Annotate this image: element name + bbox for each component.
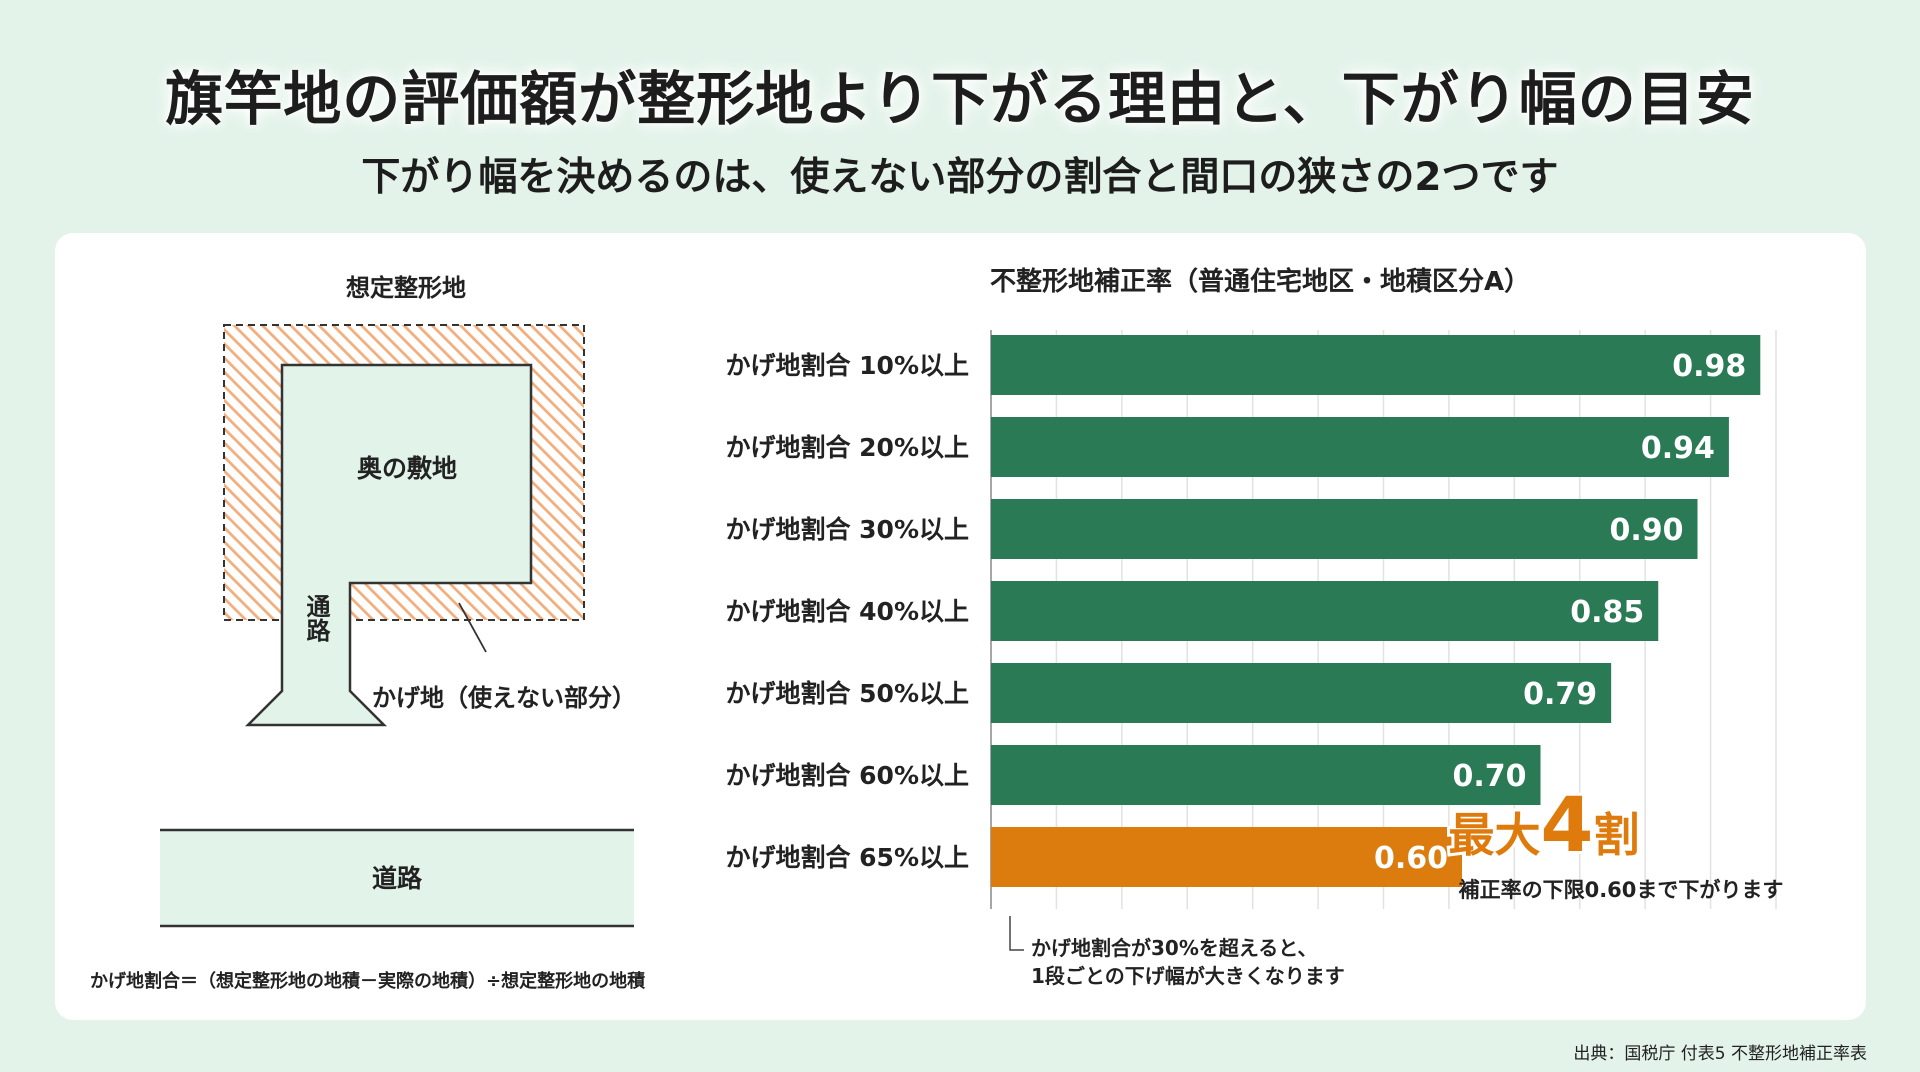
max-drop-callout: 最大4割 xyxy=(1449,780,1640,869)
value-label: 0.60 xyxy=(1374,841,1448,876)
value-label: 0.85 xyxy=(1570,595,1644,630)
category-label: かげ地割合 65%以上 xyxy=(725,843,969,872)
assumed-land-label: 想定整形地 xyxy=(346,274,466,302)
kage-leader-line xyxy=(458,602,487,653)
flag-lot-shape xyxy=(244,363,533,727)
category-label: かげ地割合 60%以上 xyxy=(725,761,969,790)
category-label: かげ地割合 50%以上 xyxy=(725,679,969,708)
category-label: かげ地割合 10%以上 xyxy=(725,351,969,380)
infographic-canvas: 想定整形地 奥の敷地 通路 かげ地（使えない部分） 道路 かげ地割合＝（想定整形… xyxy=(90,266,1783,992)
land-diagram: 想定整形地 奥の敷地 通路 かげ地（使えない部分） 道路 かげ地割合＝（想定整形… xyxy=(90,274,646,992)
kage-ratio-formula: かげ地割合＝（想定整形地の地積－実際の地積）÷想定整形地の地積 xyxy=(90,970,646,992)
source-credit: 出典：国税庁 付表5 不整形地補正率表 xyxy=(1573,1044,1867,1064)
subtitle: 下がり幅を決めるのは、使えない部分の割合と間口の狭さの2つです xyxy=(361,155,1559,200)
bar xyxy=(991,663,1612,723)
bar xyxy=(991,335,1761,395)
value-label: 0.79 xyxy=(1523,677,1597,712)
chart-bars: かげ地割合 10%以上 0.98 かげ地割合 20%以上 0.94 かげ地割合 30%以… xyxy=(725,335,1761,887)
category-label: かげ地割合 40%以上 xyxy=(725,597,969,626)
value-label: 0.98 xyxy=(1672,349,1746,384)
note-line-1: かげ地割合が30%を超えると、 xyxy=(1031,936,1317,960)
note-line-2: 1段ごとの下げ幅が大きくなります xyxy=(1031,964,1345,988)
bar xyxy=(991,827,1462,887)
bar xyxy=(991,581,1659,641)
value-label: 0.90 xyxy=(1609,513,1683,548)
road-area xyxy=(160,830,634,926)
bar xyxy=(991,499,1698,559)
kage-label: かげ地（使えない部分） xyxy=(372,684,636,712)
category-label: かげ地割合 30%以上 xyxy=(725,515,969,544)
content-card: 想定整形地 奥の敷地 通路 かげ地（使えない部分） 道路 かげ地割合＝（想定整形… xyxy=(55,233,1866,1020)
callout-prefix: 最大 xyxy=(1449,808,1541,862)
callout-subtext: 補正率の下限0.60まで下がります xyxy=(1458,878,1784,902)
passage-label: 通路 xyxy=(302,594,330,642)
assumed-land-outline xyxy=(223,324,585,621)
road-label: 道路 xyxy=(372,864,423,893)
back-land-label: 奥の敷地 xyxy=(357,454,457,483)
bar xyxy=(991,417,1729,477)
category-label: かげ地割合 20%以上 xyxy=(725,433,969,462)
value-label: 0.70 xyxy=(1452,759,1526,794)
callout-number: 4 xyxy=(1541,780,1594,869)
note-bracket xyxy=(1009,916,1024,951)
value-label: 0.94 xyxy=(1641,431,1715,466)
bar xyxy=(991,745,1541,805)
chart-title: 不整形地補正率（普通住宅地区・地積区分A） xyxy=(990,266,1530,297)
main-title: 旗竿地の評価額が整形地より下がる理由と、下がり幅の目安 xyxy=(165,65,1755,133)
callout-suffix: 割 xyxy=(1593,808,1639,862)
correction-rate-chart: 不整形地補正率（普通住宅地区・地積区分A） かげ地割合 10%以上 0.98かげ地… xyxy=(725,266,1783,988)
